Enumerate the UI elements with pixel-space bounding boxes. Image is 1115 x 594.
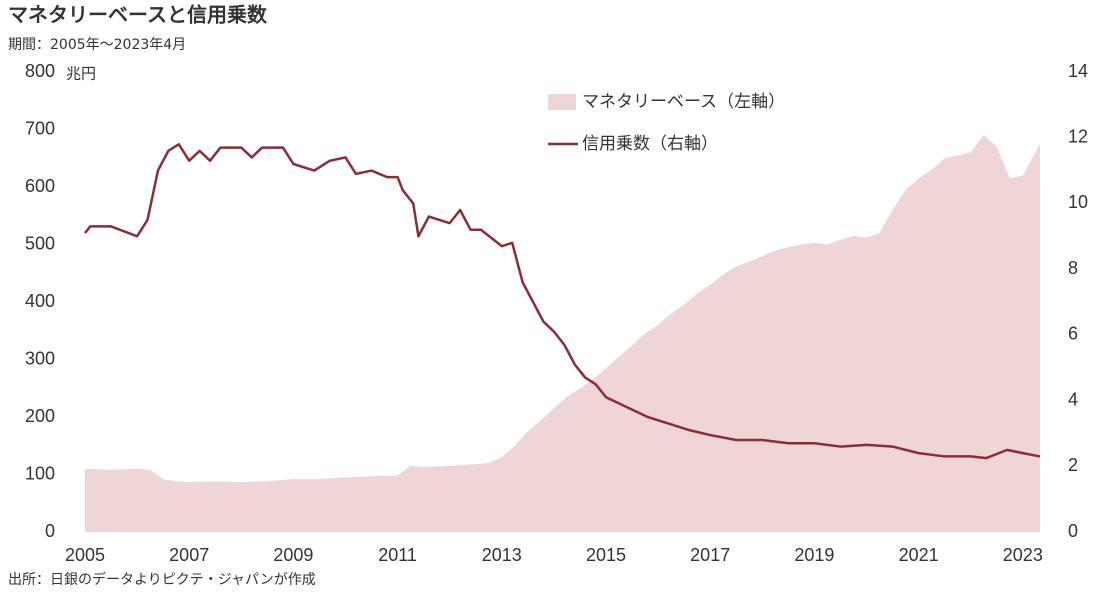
legend-label: マネタリーベース（左軸） (582, 92, 785, 112)
area (85, 135, 1040, 532)
y2-tick-label: 4 (1068, 389, 1078, 409)
y2-tick-label: 6 (1068, 324, 1078, 344)
y2-tick-label: 2 (1068, 455, 1078, 475)
x-tick-label: 2009 (273, 545, 313, 565)
legend-label: 信用乗数（右軸） (582, 134, 718, 154)
x-tick-label: 2023 (1003, 545, 1043, 565)
y-tick-label: 400 (25, 291, 55, 311)
y-unit: 兆円 (66, 65, 96, 83)
y2-tick-label: 0 (1068, 521, 1078, 541)
y-tick-label: 600 (25, 176, 55, 196)
y-tick-label: 700 (25, 118, 55, 138)
y-tick-label: 800 (25, 61, 55, 81)
y-tick-label: 500 (25, 233, 55, 253)
x-tick-label: 2013 (482, 545, 522, 565)
y2-tick-label: 14 (1068, 61, 1088, 81)
chart-subtitle: 期間：2005年～2023年4月 (8, 37, 186, 53)
y2-tick-label: 10 (1068, 192, 1088, 212)
y-tick-label: 300 (25, 348, 55, 368)
y-tick-label: 200 (25, 406, 55, 426)
x-tick-label: 2019 (794, 545, 834, 565)
x-tick-label: 2017 (690, 545, 730, 565)
y2-tick-label: 8 (1068, 258, 1078, 278)
x-tick-label: 2007 (169, 545, 209, 565)
y-tick-label: 0 (45, 521, 55, 541)
line (84, 143, 1041, 460)
legend-swatch (548, 94, 576, 110)
y-tick-label: 100 (25, 463, 55, 483)
x-tick-label: 2021 (899, 545, 939, 565)
x-tick-label: 2015 (586, 545, 626, 565)
y2-tick-label: 12 (1068, 126, 1088, 146)
x-tick-label: 2011 (378, 545, 417, 565)
chart-title: マネタリーベースと信用乗数 (8, 3, 268, 27)
x-tick-label: 2005 (65, 545, 105, 565)
source: 出所：日銀のデータよりピクテ・ジャパンが作成 (8, 571, 316, 588)
